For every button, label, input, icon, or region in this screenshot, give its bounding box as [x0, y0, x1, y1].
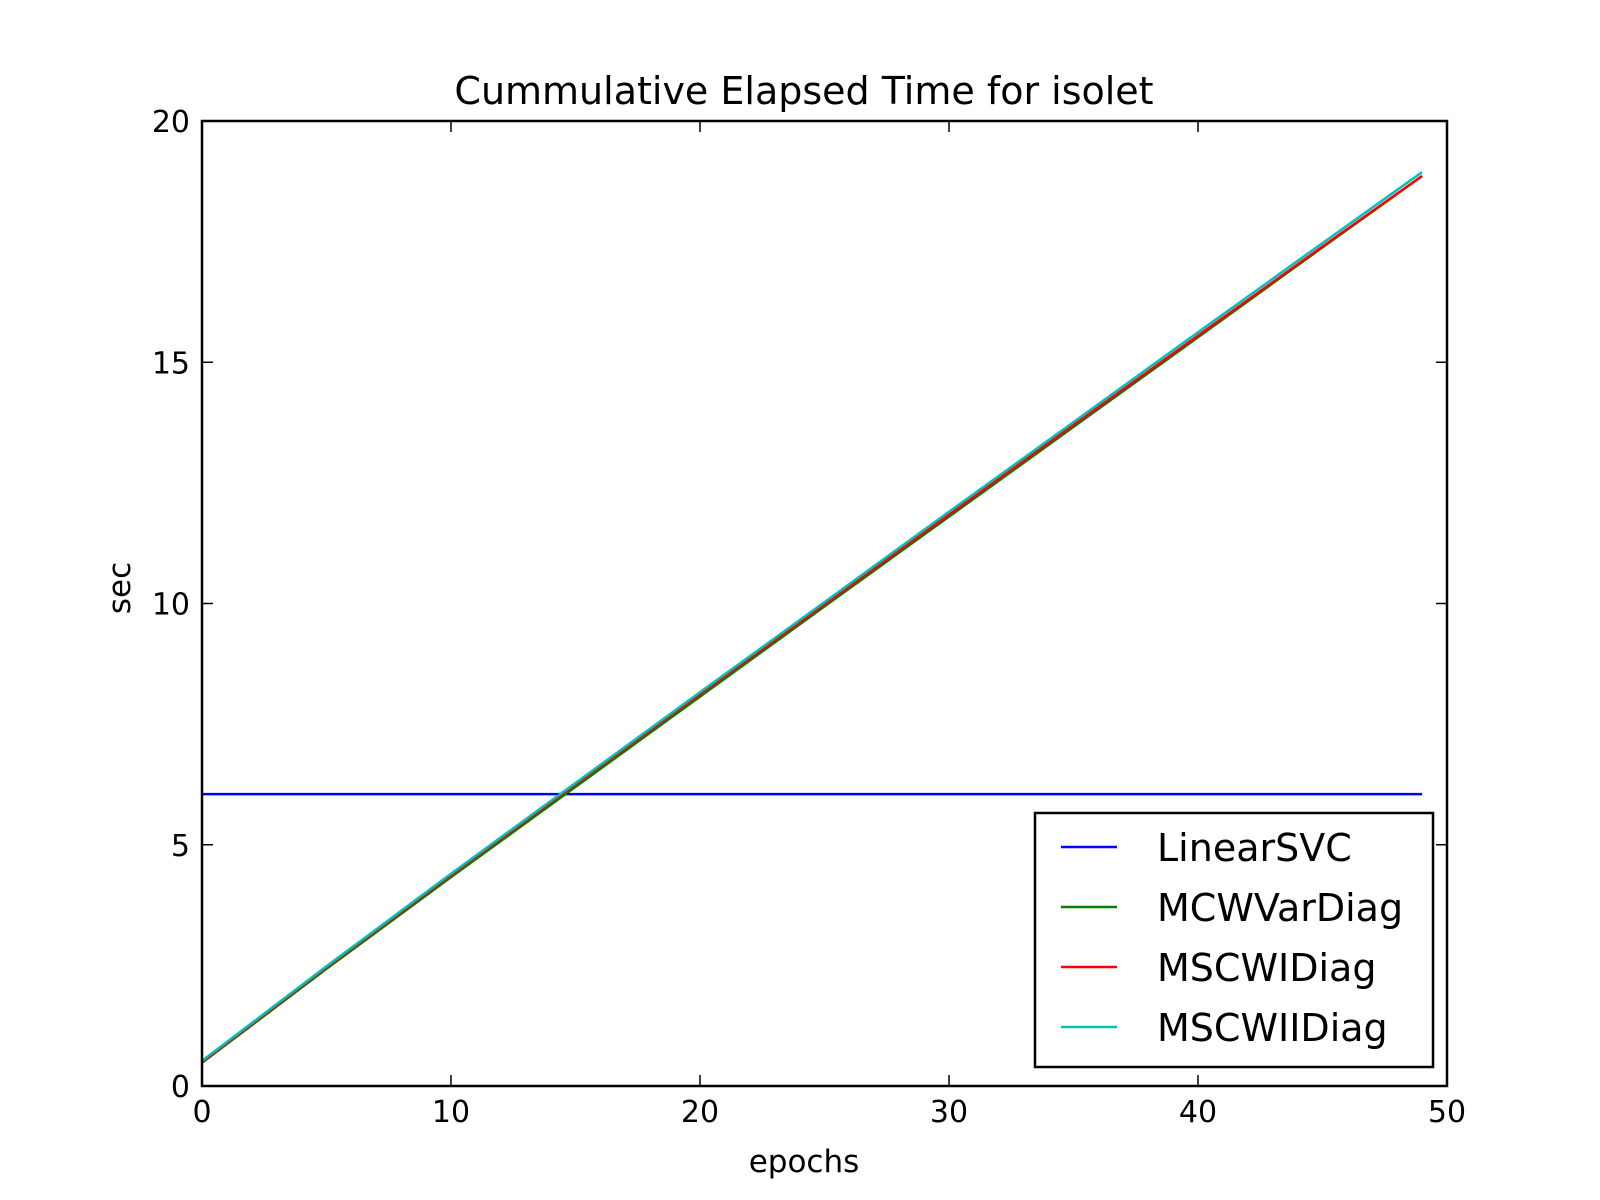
legend: LinearSVC MCWVarDiag MSCWIDiag MSCWIIDiag — [1033, 811, 1435, 1069]
y-tick-label: 0 — [171, 1070, 190, 1105]
legend-box — [1033, 811, 1435, 1069]
y-axis-label: sec — [102, 562, 138, 614]
x-tick-label: 40 — [1179, 1095, 1217, 1130]
y-tick-label: 15 — [152, 346, 190, 381]
legend-item: MCWVarDiag — [1061, 886, 1403, 930]
series-line-mscwiidiag — [201, 171, 1423, 1062]
x-tick-label: 50 — [1428, 1095, 1466, 1130]
x-tick-label: 30 — [930, 1095, 968, 1130]
x-tick-label: 10 — [432, 1095, 470, 1130]
axis-ticks: 0 10 20 30 40 50 0 5 10 15 20 — [152, 105, 1466, 1130]
y-tick-label: 20 — [152, 105, 190, 140]
chart-title: Cummulative Elapsed Time for isolet — [454, 69, 1153, 113]
legend-item: MSCWIIDiag — [1061, 1006, 1388, 1050]
y-tick-label: 10 — [152, 588, 190, 623]
legend-label: MCWVarDiag — [1157, 886, 1403, 930]
legend-item: LinearSVC — [1061, 826, 1352, 870]
legend-label: MSCWIDiag — [1157, 946, 1376, 990]
x-axis-label: epochs — [749, 1144, 860, 1180]
x-tick-label: 0 — [192, 1095, 211, 1130]
legend-label: MSCWIIDiag — [1157, 1006, 1388, 1050]
x-tick-label: 20 — [681, 1095, 719, 1130]
legend-item: MSCWIDiag — [1061, 946, 1376, 990]
series-layer — [201, 171, 1423, 1064]
legend-label: LinearSVC — [1157, 826, 1352, 870]
y-tick-label: 5 — [171, 829, 190, 864]
